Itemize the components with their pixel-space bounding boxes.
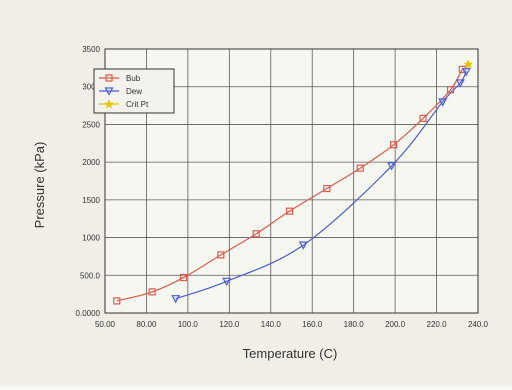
y-tick-label: 2000 xyxy=(82,158,100,167)
data-point-bub xyxy=(252,230,260,238)
legend-label-bub: Bub xyxy=(126,74,141,83)
data-point-bub xyxy=(458,65,466,73)
data-point-dew xyxy=(222,277,232,287)
x-tick-label: 100.0 xyxy=(178,320,199,329)
plot-border xyxy=(104,48,479,314)
data-point-bub xyxy=(217,251,225,259)
y-axis-ticks: 0.0000 500.0 1000 1500 2000 2500 3000 3500 xyxy=(76,45,101,318)
data-point-bub xyxy=(356,164,364,172)
data-point-bub xyxy=(389,141,398,149)
y-tick-label: 0.0000 xyxy=(76,309,101,318)
series-line-dew xyxy=(175,71,467,300)
legend-marker-dew xyxy=(104,87,114,96)
data-point-dew xyxy=(298,241,308,250)
y-tick-label: 3500 xyxy=(82,45,100,54)
legend-marker-bub xyxy=(105,74,113,82)
x-axis-ticks: 50.00 80.00 100.0 120.0 140.0 160.0 180.0 200.0… xyxy=(95,320,489,329)
data-point-dew xyxy=(171,295,181,304)
y-tick-label: 1000 xyxy=(82,234,100,243)
data-point-bub xyxy=(323,184,331,193)
x-axis-label: Temperature (C) xyxy=(243,346,338,361)
legend-label-crit-pt: Crit Pt xyxy=(126,100,149,109)
y-tick-label: 500.0 xyxy=(80,271,101,280)
x-tick-label: 240.0 xyxy=(468,320,489,329)
data-point-bub xyxy=(419,114,427,122)
data-point-dew xyxy=(387,162,397,171)
data-point-crit-pt xyxy=(463,59,473,69)
data-point-bub xyxy=(285,207,294,215)
legend-label-dew: Dew xyxy=(126,87,142,96)
y-tick-label: 3000 xyxy=(82,83,100,92)
data-point-dew xyxy=(438,98,448,107)
data-point-bub xyxy=(446,86,455,94)
x-tick-label: 160.0 xyxy=(302,320,323,329)
x-tick-label: 50.00 xyxy=(95,320,116,329)
data-point-bub xyxy=(113,297,121,305)
x-tick-label: 140.0 xyxy=(261,320,282,329)
y-axis-label: Pressure (kPa) xyxy=(32,142,47,229)
legend: Bub Dew Crit Pt xyxy=(93,68,175,114)
data-point-dew xyxy=(455,79,465,88)
legend-marker-crit-pt xyxy=(104,99,114,109)
x-tick-label: 220.0 xyxy=(427,320,448,329)
data-point-bub xyxy=(148,288,156,296)
series-markers xyxy=(113,59,473,305)
data-point-bub xyxy=(179,273,188,282)
y-tick-label: 2500 xyxy=(82,120,100,129)
data-point-dew xyxy=(461,68,471,77)
x-tick-label: 200.0 xyxy=(385,320,406,329)
x-tick-label: 80.00 xyxy=(136,320,157,329)
y-tick-label: 1500 xyxy=(82,196,100,205)
x-tick-label: 120.0 xyxy=(219,320,240,329)
x-tick-label: 180.0 xyxy=(344,320,365,329)
grid xyxy=(105,49,478,313)
